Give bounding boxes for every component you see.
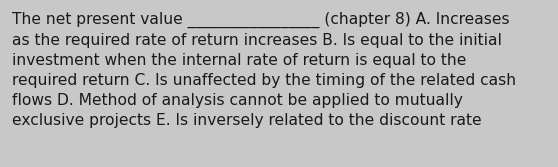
Text: The net present value _________________ (chapter 8) A. Increases
as the required: The net present value _________________ … <box>12 12 516 128</box>
